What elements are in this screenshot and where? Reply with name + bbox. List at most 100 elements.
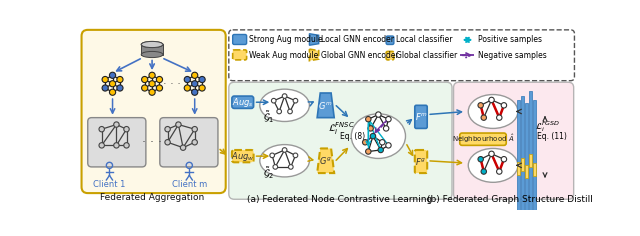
Circle shape (192, 126, 197, 132)
Circle shape (149, 72, 155, 78)
Text: $\tilde{\mathcal{G}}_1$: $\tilde{\mathcal{G}}_1$ (262, 110, 274, 125)
Circle shape (117, 85, 123, 91)
Circle shape (386, 143, 391, 148)
FancyBboxPatch shape (160, 118, 218, 167)
Circle shape (191, 81, 198, 87)
Circle shape (383, 126, 389, 131)
Ellipse shape (141, 41, 163, 48)
Polygon shape (317, 148, 334, 173)
Circle shape (380, 139, 385, 145)
Circle shape (165, 139, 170, 145)
Circle shape (117, 76, 123, 83)
FancyBboxPatch shape (81, 30, 226, 193)
Circle shape (293, 98, 298, 103)
Circle shape (184, 85, 191, 91)
Ellipse shape (468, 95, 518, 128)
Circle shape (192, 139, 197, 145)
Circle shape (362, 139, 368, 145)
Text: Eq. (11): Eq. (11) (537, 132, 567, 141)
Circle shape (376, 112, 381, 117)
Circle shape (282, 148, 287, 152)
Text: Global classifier: Global classifier (396, 51, 458, 60)
Bar (521, 158, 524, 171)
Text: Positive samples: Positive samples (477, 35, 541, 44)
Text: Federated Aggregation: Federated Aggregation (100, 193, 204, 202)
Bar (525, 165, 528, 178)
FancyBboxPatch shape (88, 118, 146, 167)
Text: $Aug_s$: $Aug_s$ (232, 96, 253, 109)
Text: $F^g$: $F^g$ (415, 156, 426, 167)
Bar (525, 103, 528, 236)
Circle shape (497, 115, 502, 120)
Text: · · ·: · · · (163, 79, 180, 89)
FancyBboxPatch shape (233, 50, 246, 60)
FancyBboxPatch shape (386, 51, 394, 60)
Text: $G^m$: $G^m$ (319, 100, 333, 111)
Text: $Aug_w$: $Aug_w$ (231, 150, 255, 163)
Text: Eq. (8): Eq. (8) (340, 132, 365, 141)
Text: $\mathcal{L}_i^{FGSD}$: $\mathcal{L}_i^{FGSD}$ (534, 119, 560, 134)
Circle shape (124, 143, 129, 148)
Text: Local GNN encoder: Local GNN encoder (321, 35, 394, 44)
Circle shape (386, 117, 391, 122)
Circle shape (180, 145, 186, 150)
Circle shape (199, 76, 205, 83)
Bar (529, 92, 532, 236)
Circle shape (478, 103, 483, 108)
Circle shape (141, 76, 148, 83)
Circle shape (165, 126, 170, 132)
FancyBboxPatch shape (229, 30, 575, 81)
Circle shape (199, 85, 205, 91)
Ellipse shape (141, 41, 163, 48)
Circle shape (370, 133, 376, 139)
Text: $\mathcal{L}_i^{FNSC}$: $\mathcal{L}_i^{FNSC}$ (328, 120, 355, 137)
Text: $F^m$: $F^m$ (415, 111, 428, 122)
Bar (517, 100, 520, 236)
Circle shape (114, 143, 119, 148)
Circle shape (501, 156, 507, 162)
FancyBboxPatch shape (229, 82, 452, 199)
Ellipse shape (468, 148, 518, 182)
FancyBboxPatch shape (460, 133, 506, 145)
Circle shape (365, 149, 371, 154)
Circle shape (501, 103, 507, 108)
Circle shape (141, 85, 148, 91)
Circle shape (191, 72, 198, 78)
Text: Neighbourhood $\hat{A}$: Neighbourhood $\hat{A}$ (452, 133, 514, 145)
Text: Strong Aug module: Strong Aug module (249, 35, 323, 44)
Circle shape (365, 117, 371, 122)
Circle shape (282, 94, 287, 98)
Polygon shape (309, 34, 319, 45)
Circle shape (481, 115, 486, 120)
FancyBboxPatch shape (454, 82, 573, 199)
Circle shape (489, 97, 494, 103)
Polygon shape (317, 93, 334, 118)
Circle shape (109, 81, 116, 87)
Circle shape (368, 126, 373, 131)
Circle shape (289, 165, 293, 169)
Circle shape (478, 156, 483, 162)
Circle shape (489, 151, 494, 156)
Polygon shape (309, 49, 319, 61)
Text: (b) Federated Graph Structure Distill: (b) Federated Graph Structure Distill (427, 195, 593, 204)
Bar (532, 163, 536, 176)
Circle shape (293, 153, 298, 158)
Text: Client m: Client m (172, 180, 207, 189)
Text: Weak Aug module: Weak Aug module (249, 51, 318, 60)
Circle shape (156, 76, 163, 83)
Circle shape (273, 165, 278, 169)
Bar (521, 96, 524, 236)
Circle shape (497, 169, 502, 174)
Circle shape (109, 89, 116, 95)
FancyBboxPatch shape (386, 36, 394, 45)
FancyBboxPatch shape (415, 150, 428, 173)
Circle shape (102, 85, 108, 91)
Text: $\tilde{\mathcal{G}}_2$: $\tilde{\mathcal{G}}_2$ (262, 165, 274, 181)
Circle shape (109, 72, 116, 78)
Circle shape (378, 147, 383, 153)
Circle shape (99, 143, 104, 148)
Bar (532, 100, 536, 236)
Ellipse shape (260, 145, 309, 177)
FancyBboxPatch shape (415, 105, 428, 128)
Text: $G^g$: $G^g$ (319, 155, 332, 166)
